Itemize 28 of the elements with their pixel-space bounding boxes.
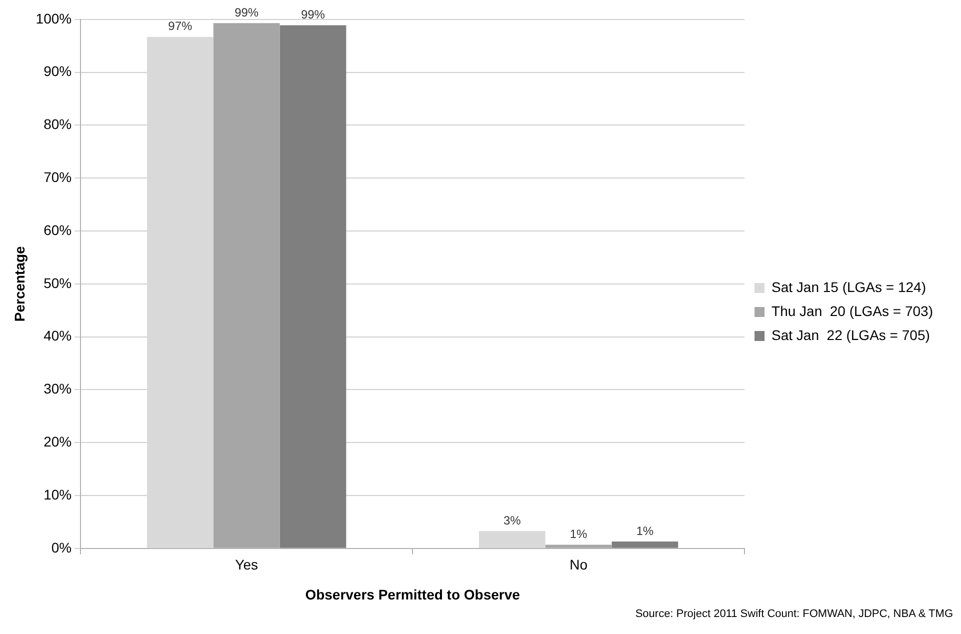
y-tick-label: 20% (44, 433, 72, 450)
y-tick-label: 60% (44, 222, 72, 238)
legend-label: Sat Jan 15 (LGAs = 124) (772, 278, 926, 295)
data-label: 99% (300, 8, 326, 22)
x-axis-title: Observers Permitted to Observe (305, 586, 520, 602)
y-tick-label: 80% (44, 116, 72, 132)
data-label: 97% (168, 19, 193, 34)
y-tick-label: 70% (44, 168, 72, 185)
data-label: 99% (234, 5, 259, 20)
y-tick-label: 30% (44, 380, 72, 397)
y-tick-label: 50% (44, 274, 72, 291)
bar (280, 25, 346, 548)
legend-label: Thu Jan 20 (LGAs = 703) (772, 302, 934, 319)
y-tick-label: 40% (44, 328, 72, 344)
x-tick-label: Yes (235, 556, 258, 573)
y-tick-label: 100% (36, 10, 72, 26)
y-tick-label: 10% (44, 486, 72, 502)
legend-label: Sat Jan 22 (LGAs = 705) (772, 326, 930, 343)
source-note: Source: Project 2011 Swift Count: FOMWAN, JDPC, NBA & TMG (634, 608, 953, 620)
bar (478, 530, 546, 548)
x-tick-label: No (570, 556, 588, 573)
data-label: 1% (636, 524, 654, 538)
y-axis-title: Percentage (11, 246, 28, 322)
y-tick-label: 90% (44, 63, 72, 80)
data-label: 1% (570, 527, 588, 542)
data-label: 3% (503, 513, 522, 528)
bar (612, 542, 678, 548)
y-tick-label: 0% (51, 539, 72, 556)
